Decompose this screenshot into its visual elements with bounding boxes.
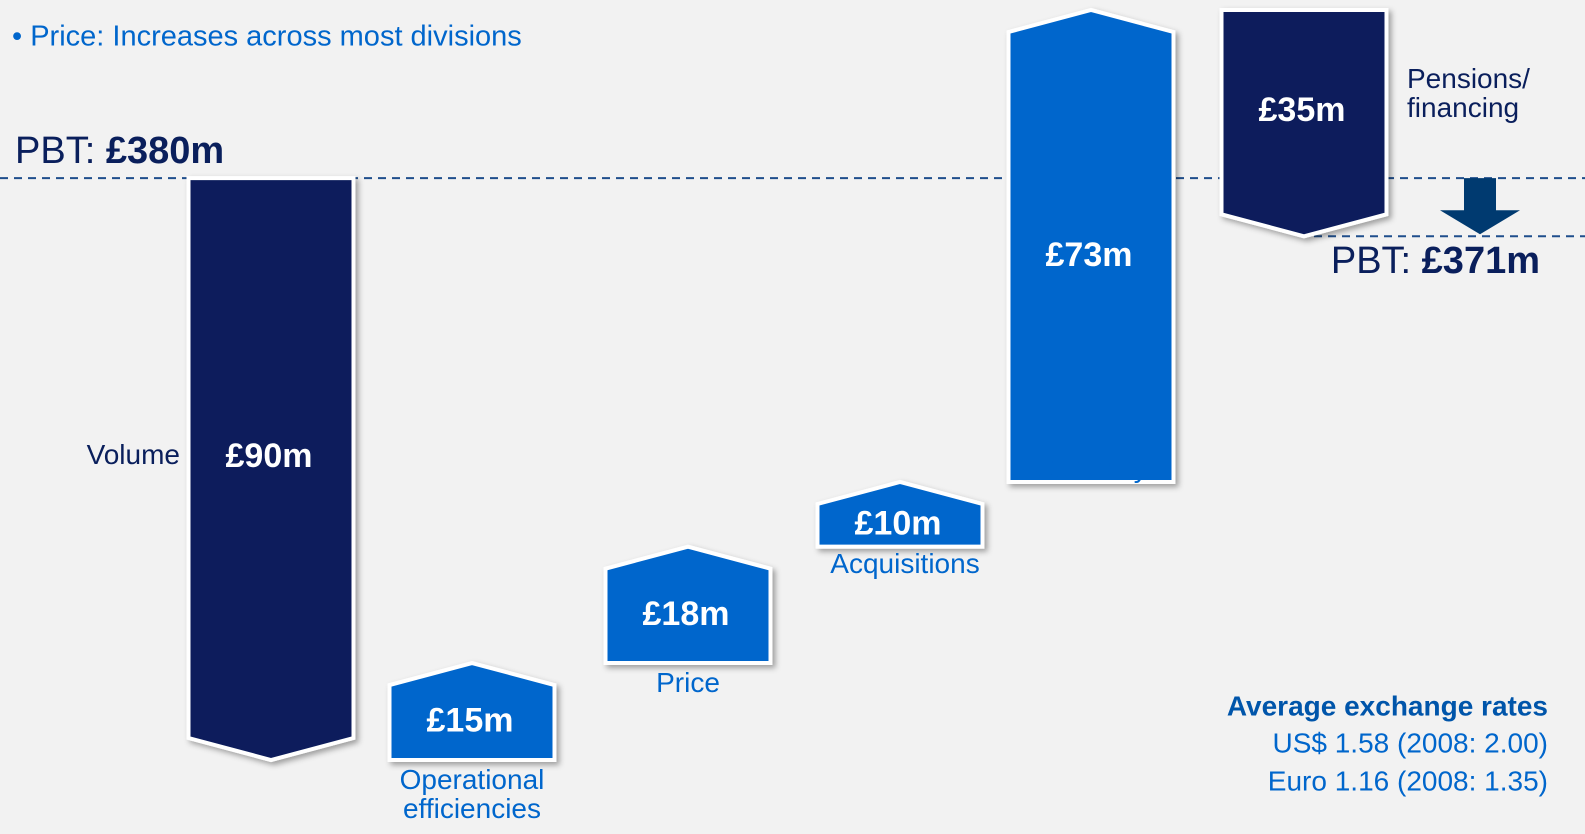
bullet: • Price: Increases across most divisions bbox=[12, 21, 522, 53]
start-value: £380m bbox=[106, 130, 224, 172]
value-label: £73m bbox=[1046, 236, 1133, 274]
category-label: Pensions/ financing bbox=[1407, 63, 1530, 124]
category-label: Currency bbox=[1034, 452, 1148, 483]
category-label: Operational efficiencies bbox=[399, 764, 545, 825]
bar bbox=[186, 176, 356, 763]
end-label: PBT: £371m bbox=[1331, 240, 1540, 282]
bar bbox=[387, 660, 557, 762]
notes-line: US$ 1.58 (2008: 2.00) bbox=[1272, 727, 1548, 758]
start-label-text: PBT: bbox=[15, 130, 95, 172]
bar bbox=[1006, 7, 1176, 484]
bar bbox=[815, 479, 985, 549]
value-label: £15m bbox=[427, 701, 514, 739]
category-label: Price bbox=[656, 667, 720, 698]
category-label: Volume bbox=[86, 439, 180, 470]
change-arrow bbox=[1440, 178, 1520, 235]
start-label: PBT: £380m bbox=[15, 130, 224, 172]
category-label: Acquisitions bbox=[830, 548, 980, 579]
bar bbox=[603, 544, 773, 666]
value-label: £18m bbox=[643, 595, 730, 633]
value-label: £10m bbox=[855, 504, 942, 542]
value-label: £35m bbox=[1259, 91, 1346, 129]
end-value: £371m bbox=[1422, 240, 1540, 282]
value-label: £90m bbox=[226, 437, 313, 475]
notes-title: Average exchange rates bbox=[1227, 690, 1548, 721]
notes-line: Euro 1.16 (2008: 1.35) bbox=[1268, 765, 1548, 796]
end-label-text: PBT: bbox=[1331, 240, 1411, 282]
bar bbox=[1219, 8, 1389, 239]
